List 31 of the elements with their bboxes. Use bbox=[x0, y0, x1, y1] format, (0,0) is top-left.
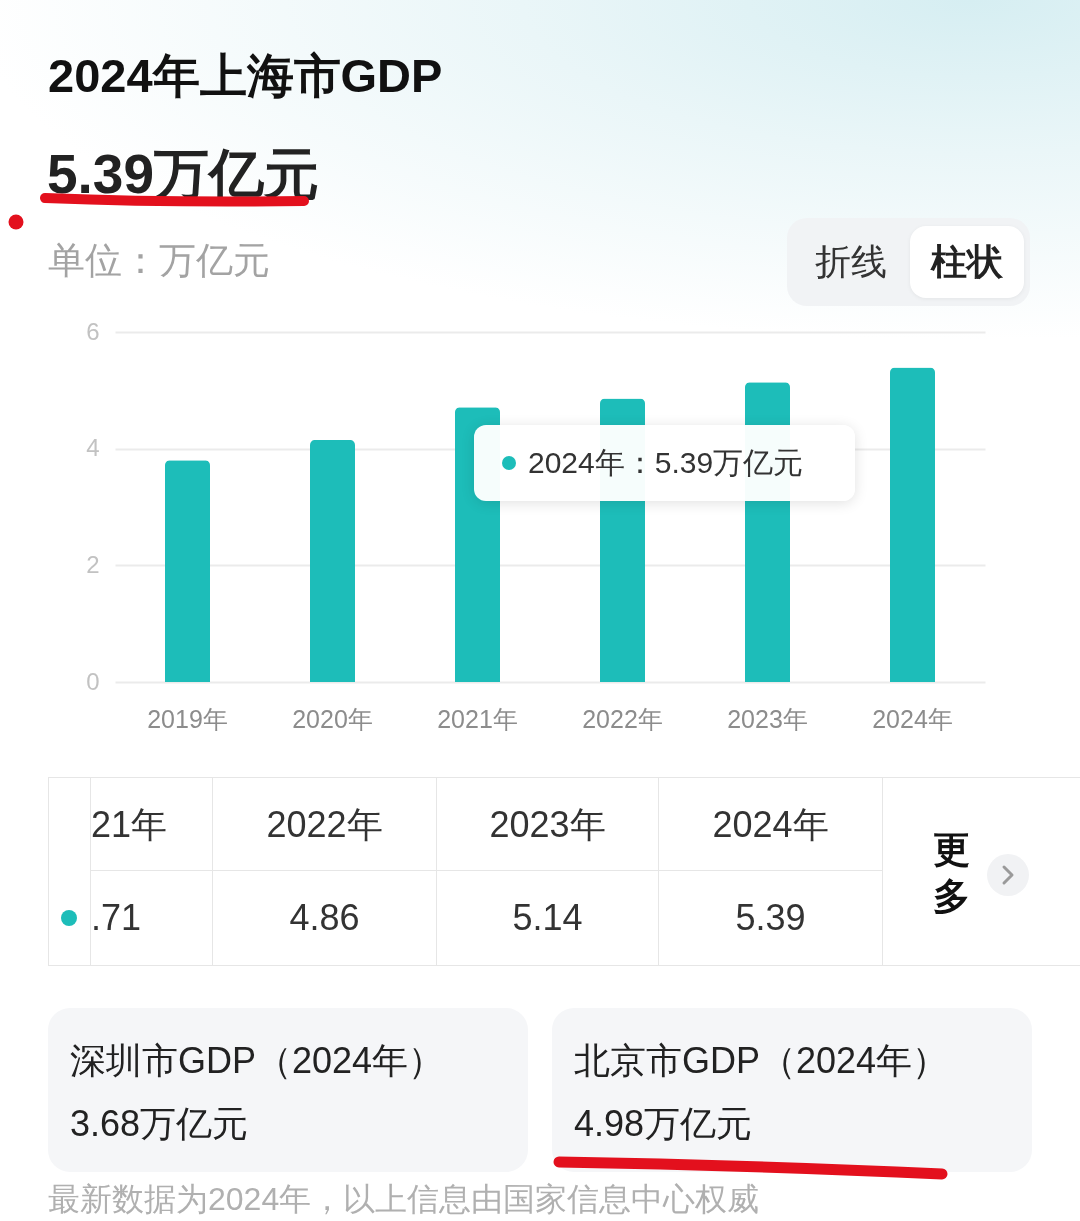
x-tick-label: 2021年 bbox=[437, 704, 518, 733]
x-tick-label: 2024年 bbox=[872, 704, 953, 733]
y-axis-title: 单位：万亿元 bbox=[48, 239, 270, 283]
text: 2024年 bbox=[711, 803, 830, 846]
text: 5.14 bbox=[511, 896, 584, 939]
y-tick-label: 2 bbox=[86, 550, 100, 578]
text: 2022年 bbox=[265, 803, 384, 846]
annotation: 2024年：5.39万亿元 bbox=[528, 445, 804, 481]
info-card: 深圳市GDP（2024年） 3.68万亿元 bbox=[48, 1008, 528, 1172]
x-tick-label: 2019年 bbox=[147, 704, 228, 733]
info-card: 北京市GDP（2024年） 4.98万亿元 bbox=[552, 1008, 1032, 1172]
text: 5.39 bbox=[734, 896, 807, 939]
tab-button[interactable]: 柱状 bbox=[910, 226, 1024, 298]
bar bbox=[890, 367, 935, 682]
y-tick-label: 0 bbox=[86, 667, 100, 695]
bar bbox=[310, 439, 355, 682]
more-button[interactable]: 更多 bbox=[929, 824, 1031, 924]
x-tick-label: 2022年 bbox=[582, 704, 663, 733]
text: 最新数据为2024年，以上信息由国家信息中心权威 bbox=[48, 1180, 760, 1218]
text: 21年 bbox=[91, 803, 169, 846]
text: 2023年 bbox=[488, 803, 607, 846]
text: 4.86 bbox=[288, 896, 361, 939]
tooltip-box: 2024年：5.39万亿元 bbox=[474, 425, 855, 501]
x-tick-label: 2020年 bbox=[292, 704, 373, 733]
tab-button[interactable]: 折线 bbox=[795, 226, 907, 298]
text: .71 bbox=[91, 896, 143, 939]
chart-title: 2024年上海市GDP bbox=[48, 48, 443, 104]
x-tick-label: 2023年 bbox=[727, 704, 808, 733]
y-tick-label: 6 bbox=[86, 317, 100, 345]
bar bbox=[165, 460, 210, 682]
y-tick-label: 4 bbox=[86, 434, 100, 462]
